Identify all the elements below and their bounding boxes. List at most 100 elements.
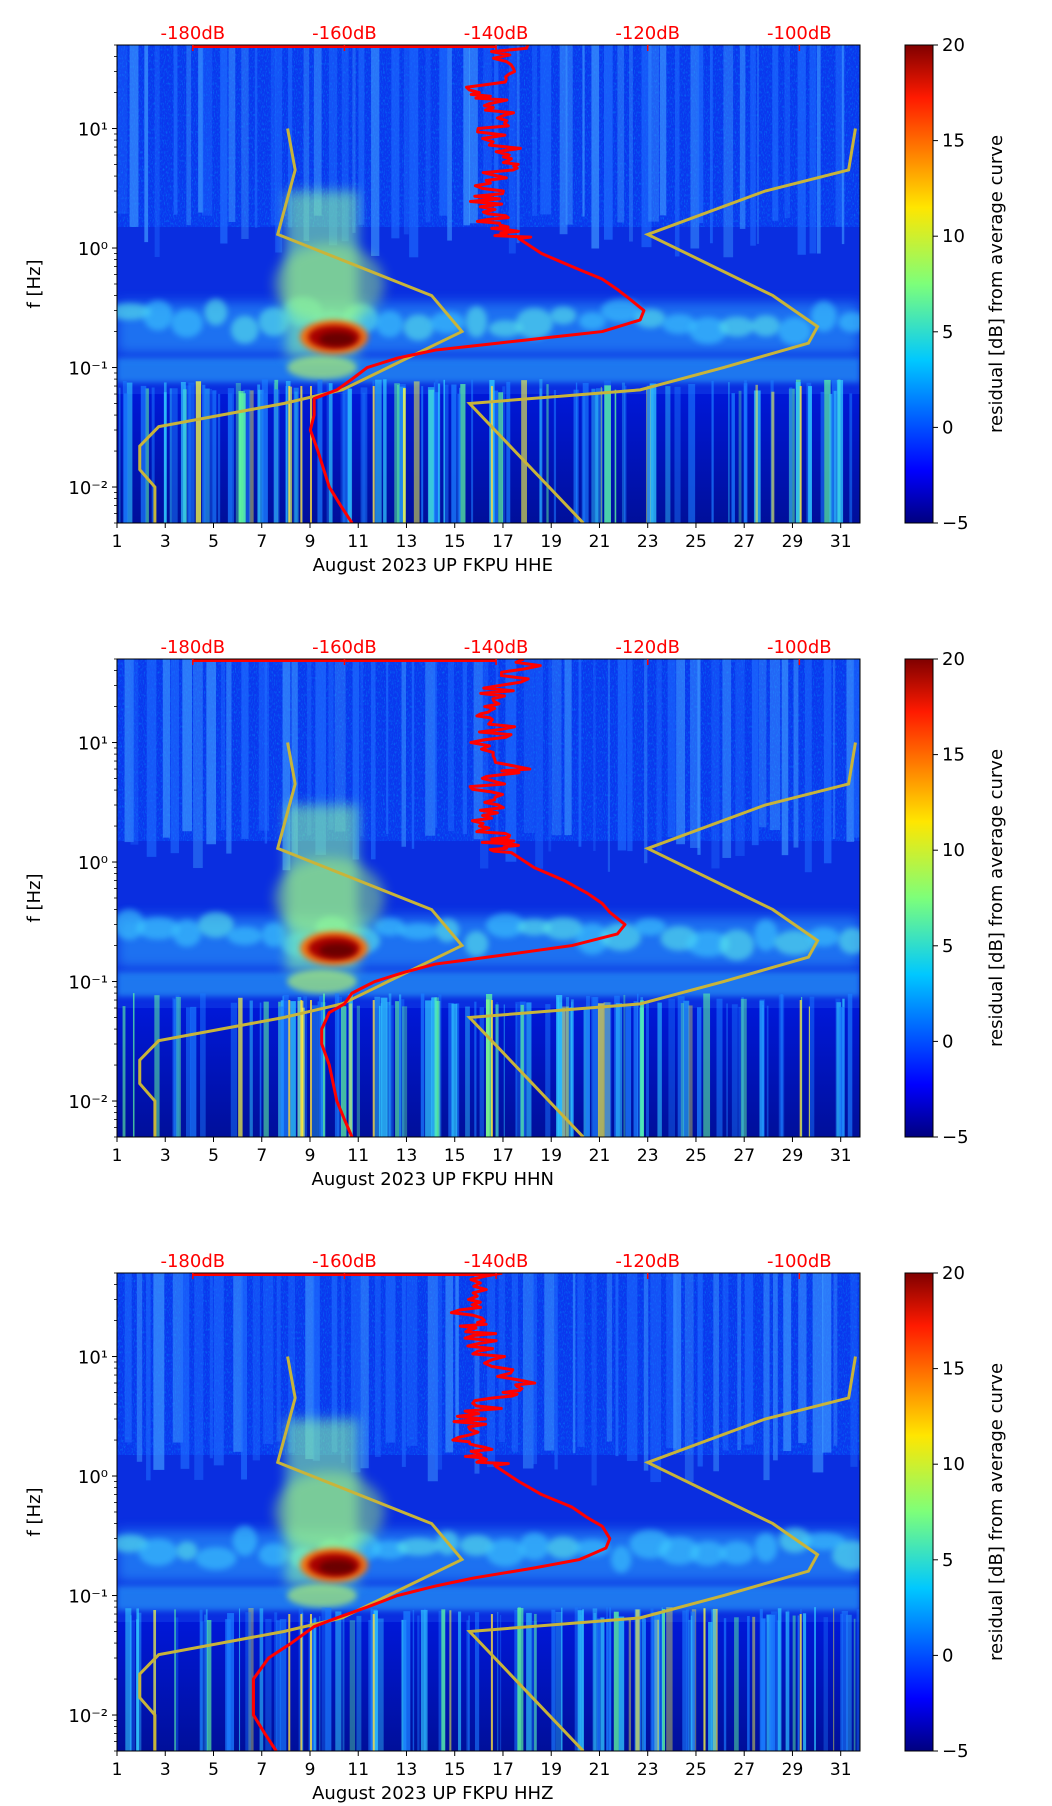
heatmap-day-stripe [124, 659, 134, 843]
x-tick-label: 17 [492, 1760, 514, 1780]
heatmap-day-stripe [233, 1273, 243, 1452]
heatmap-blob [204, 298, 228, 326]
heatmap-streak [348, 1003, 353, 1137]
heatmap-streak [140, 385, 147, 523]
heatmap-day-stripe [713, 1273, 719, 1472]
heatmap-streak [539, 388, 542, 523]
heatmap-day-stripe [591, 1273, 597, 1486]
heatmap-streak [833, 390, 837, 523]
heatmap-lowfreq-band [117, 1622, 860, 1751]
x-tick-label: 19 [540, 1146, 562, 1166]
heatmap-streak [551, 1609, 556, 1751]
heatmap-streak [396, 384, 399, 523]
heatmap-streak [449, 1610, 452, 1751]
heatmap-day-stripe [603, 45, 613, 240]
x-tick-label: 31 [830, 1146, 852, 1166]
heatmap-streak [265, 1618, 272, 1751]
heatmap-streak [356, 1615, 362, 1751]
heatmap-streak [780, 993, 783, 1137]
x-tick-label: 29 [782, 1760, 804, 1780]
y-tick-label: 10⁻¹ [68, 1587, 108, 1608]
heatmap-streak [321, 1607, 327, 1751]
heatmap-day-stripe [697, 1273, 703, 1467]
heatmap-day-stripe [221, 659, 226, 830]
heatmap-streak [153, 1610, 157, 1751]
heatmap-day-stripe [328, 45, 338, 246]
heatmap-streak [420, 993, 425, 1137]
top-db-label: -160dB [312, 1251, 377, 1272]
colorbar-tick-label: 10 [942, 226, 965, 247]
heatmap-streak [388, 1005, 394, 1137]
heatmap-streak [431, 997, 437, 1137]
heatmap-streak [238, 997, 243, 1137]
heatmap-streak [190, 1006, 197, 1137]
heatmap-streak [235, 382, 241, 523]
heatmap-streak [259, 1002, 262, 1137]
heatmap-blob [754, 1532, 778, 1563]
heatmap-streak [596, 1618, 601, 1751]
heatmap-day-stripe [371, 659, 376, 860]
heatmap-day-stripe [758, 659, 767, 828]
heatmap-blob [198, 911, 234, 938]
x-tick-label: 19 [540, 532, 562, 552]
x-tick-label: 21 [589, 1146, 611, 1166]
heatmap-blob [688, 317, 728, 345]
heatmap-streak [759, 999, 765, 1137]
heatmap-hotspot-core [319, 332, 356, 347]
x-tick-label: 27 [733, 1146, 755, 1166]
heatmap-streak [803, 1613, 807, 1751]
heatmap-day-stripe [391, 45, 400, 239]
heatmap-day-stripe [540, 45, 552, 215]
y-tick-label: 10⁻¹ [68, 973, 108, 994]
heatmap-streak [474, 1612, 480, 1751]
heatmap-streak [565, 997, 570, 1137]
heatmap-streak [752, 1616, 756, 1751]
heatmap-streak [623, 994, 626, 1137]
heatmap-streak [421, 386, 424, 523]
x-tick-label: 29 [782, 1146, 804, 1166]
heatmap-streak [590, 997, 598, 1137]
heatmap-streak [846, 1614, 852, 1751]
heatmap-blob [464, 930, 489, 957]
heatmap-streak [122, 381, 127, 523]
heatmap-streak [377, 1618, 384, 1751]
heatmap-streak [342, 1615, 345, 1751]
y-axis-label: f [Hz] [24, 873, 45, 922]
heatmap-day-stripe [723, 45, 734, 258]
heatmap-day-stripe [315, 659, 326, 855]
heatmap-day-stripe [241, 45, 249, 239]
heatmap-event-glow [274, 244, 385, 324]
heatmap-blob [802, 1532, 846, 1550]
heatmap-day-stripe [495, 659, 499, 839]
heatmap-streak [711, 1609, 717, 1751]
top-db-label: -120dB [615, 1251, 680, 1272]
heatmap-day-stripe [427, 1273, 438, 1482]
heatmap-day-stripe [565, 45, 573, 225]
heatmap-streak [433, 392, 440, 523]
x-tick-label: 15 [444, 532, 466, 552]
heatmap-streak [456, 1003, 460, 1137]
y-tick-label: 10⁻² [68, 1706, 108, 1727]
heatmap-blob [258, 307, 290, 337]
heatmap-streak [716, 998, 723, 1137]
heatmap-streak [787, 1609, 789, 1751]
heatmap-day-stripe [313, 45, 322, 216]
heatmap-day-stripe [572, 1273, 576, 1454]
x-axis-label: August 2023 UP FKPU HHZ [312, 1783, 553, 1804]
heatmap-streak [438, 994, 442, 1137]
heatmap-streak [545, 1004, 551, 1137]
x-tick-label: 13 [396, 1146, 418, 1166]
heatmap-day-stripe [846, 659, 855, 842]
heatmap-streak [574, 1607, 579, 1751]
heatmap-day-stripe [744, 1273, 754, 1445]
heatmap-blob [136, 917, 180, 940]
heatmap-day-stripe [144, 45, 149, 243]
heatmap-streak [615, 1003, 623, 1137]
heatmap-day-stripe [447, 659, 454, 832]
heatmap-blob [719, 316, 755, 337]
heatmap-blob [143, 300, 173, 331]
heatmap-blob [838, 927, 860, 954]
heatmap-day-stripe [124, 1273, 132, 1443]
heatmap-streak [640, 1000, 645, 1137]
heatmap-streak [561, 1607, 563, 1751]
